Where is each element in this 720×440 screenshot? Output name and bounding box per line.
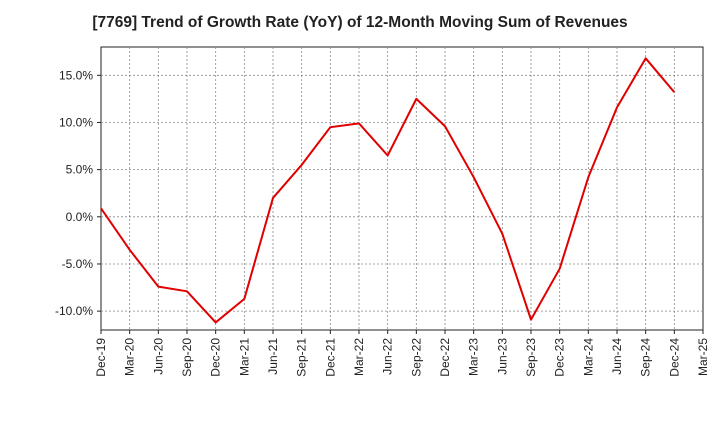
grid-lines xyxy=(101,47,703,330)
x-tick-label: Mar-23 xyxy=(467,338,481,376)
x-tick-label: Dec-23 xyxy=(553,338,567,377)
x-tick-label: Sep-21 xyxy=(295,338,309,377)
x-tick-label: Jun-21 xyxy=(266,338,280,375)
y-tick-label: -5.0% xyxy=(62,257,94,271)
x-axis-ticks: Dec-19 Mar-20 Jun-20 Sep-20 Dec-20 Mar-21 Jun-… xyxy=(94,330,710,377)
y-tick-label: 5.0% xyxy=(66,163,94,177)
x-tick-label: Mar-22 xyxy=(352,338,366,376)
x-tick-label: Dec-19 xyxy=(94,338,108,377)
x-tick-label: Sep-23 xyxy=(524,338,538,377)
x-tick-label: Jun-20 xyxy=(151,338,165,375)
y-axis-ticks: 15.0% 10.0% 5.0% 0.0% -5.0% -10.0% xyxy=(55,68,101,318)
x-tick-label: Sep-22 xyxy=(409,338,423,377)
x-tick-label: Mar-24 xyxy=(581,338,595,376)
y-tick-label: -10.0% xyxy=(55,304,93,318)
plot-area xyxy=(100,46,704,331)
x-tick-label: Sep-20 xyxy=(180,338,194,377)
x-tick-label: Dec-24 xyxy=(667,338,681,377)
x-tick-label: Dec-22 xyxy=(438,338,452,377)
y-tick-label: 10.0% xyxy=(59,115,93,129)
series-layer xyxy=(100,57,676,324)
y-tick-label: 15.0% xyxy=(59,68,93,82)
x-tick-label: Dec-21 xyxy=(323,338,337,377)
x-tick-label: Jun-24 xyxy=(610,338,624,375)
chart-title: [7769] Trend of Growth Rate (YoY) of 12-… xyxy=(92,14,628,31)
y-tick-label: 0.0% xyxy=(66,210,94,224)
x-tick-label: Mar-21 xyxy=(237,338,251,376)
x-tick-label: Mar-20 xyxy=(123,338,137,376)
x-tick-label: Sep-24 xyxy=(639,338,653,377)
x-tick-label: Jun-22 xyxy=(381,338,395,375)
x-tick-label: Dec-20 xyxy=(209,338,223,377)
x-tick-label: Mar-25 xyxy=(696,338,710,376)
x-tick-label: Jun-23 xyxy=(495,338,509,375)
